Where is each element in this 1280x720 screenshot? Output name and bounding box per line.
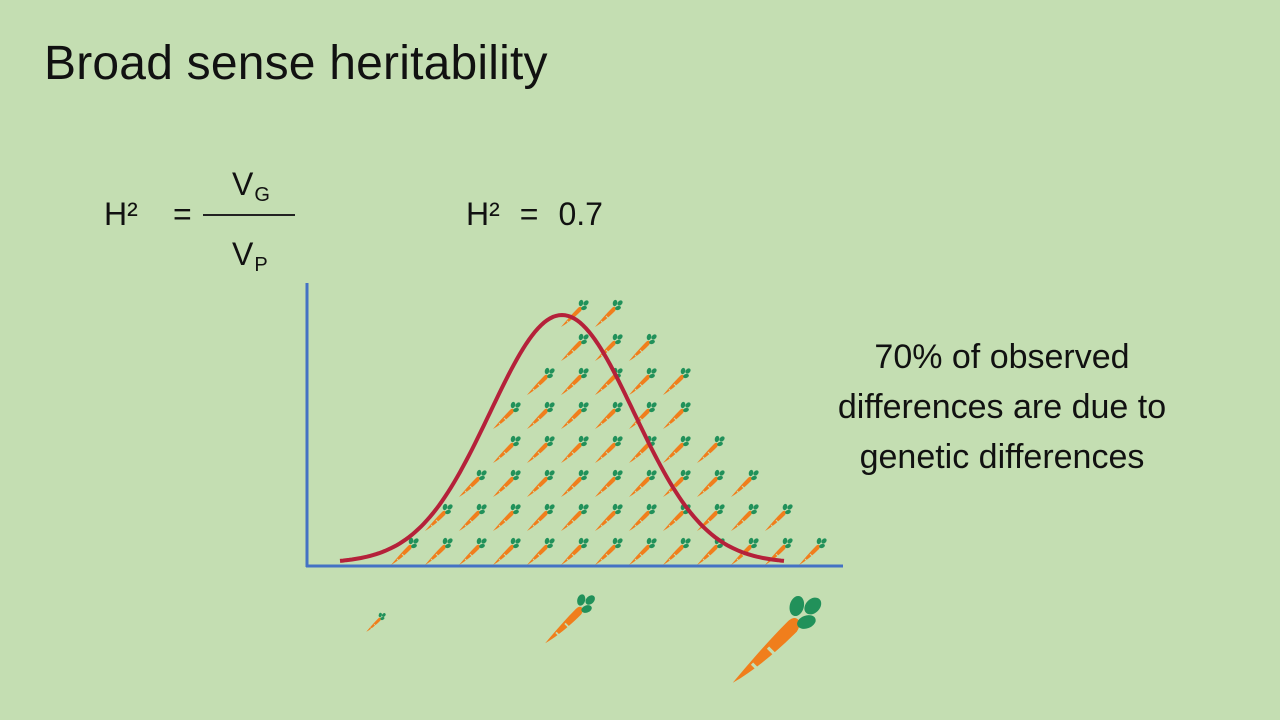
- carrot-icon: [458, 468, 489, 498]
- value-equals: =: [519, 196, 539, 232]
- carrot-icon: [526, 400, 557, 430]
- value-lhs: H²: [466, 196, 500, 232]
- carrot-icon: [526, 434, 557, 464]
- small-carrot-icon: [365, 612, 387, 633]
- fraction-bar: [203, 214, 295, 216]
- carrot-icon: [458, 536, 489, 566]
- carrot-icon: [560, 332, 591, 362]
- carrot-icon: [662, 434, 693, 464]
- carrot-icon: [560, 400, 591, 430]
- formula-equals: =: [173, 196, 192, 232]
- medium-carrot-icon: [544, 592, 598, 645]
- carrot-icon: [492, 434, 523, 464]
- formula-denominator: VP: [232, 236, 268, 276]
- carrot-icon: [526, 366, 557, 396]
- value-number: 0.7: [558, 196, 603, 232]
- caption-line-1: 70% of observed: [874, 338, 1130, 376]
- carrot-icon: [662, 400, 693, 430]
- carrot-icon: [764, 502, 795, 532]
- carrot-icon: [628, 332, 659, 362]
- carrot-icon: [526, 502, 557, 532]
- carrot-icon: [798, 536, 829, 566]
- formula-numerator: VG: [232, 166, 270, 206]
- carrot-icon: [594, 536, 625, 566]
- carrot-icon: [560, 468, 591, 498]
- denominator-symbol: V: [232, 236, 254, 272]
- carrot-icon: [628, 536, 659, 566]
- carrot-icon: [492, 536, 523, 566]
- carrot-icon: [424, 536, 455, 566]
- carrot-icon: [492, 468, 523, 498]
- heritability-value: H² = 0.7: [466, 196, 603, 233]
- carrot-icon: [628, 468, 659, 498]
- numerator-symbol: V: [232, 166, 254, 202]
- formula-lhs: H²: [104, 196, 138, 232]
- caption-line-3: genetic differences: [859, 438, 1145, 476]
- carrot-grid: [390, 298, 829, 566]
- numerator-subscript: G: [254, 184, 270, 206]
- carrot-icon: [662, 366, 693, 396]
- carrot-icon: [662, 536, 693, 566]
- carrot-icon: [696, 434, 727, 464]
- carrot-icon: [594, 502, 625, 532]
- carrot-icon: [492, 400, 523, 430]
- caption: 70% of observed differences are due to g…: [800, 332, 1204, 482]
- carrot-icon: [594, 298, 625, 328]
- carrot-icon: [560, 536, 591, 566]
- carrot-icon: [526, 536, 557, 566]
- carrot-icon: [560, 434, 591, 464]
- carrot-icon: [730, 468, 761, 498]
- carrot-icon: [560, 502, 591, 532]
- caption-line-2: differences are due to: [837, 388, 1167, 426]
- carrot-icon: [492, 502, 523, 532]
- carrot-icon: [526, 468, 557, 498]
- carrot-icon: [560, 298, 591, 328]
- large-carrot-icon: [731, 592, 827, 685]
- carrot-icon: [696, 468, 727, 498]
- carrot-icon: [594, 434, 625, 464]
- carrot-icon: [458, 502, 489, 532]
- carrot-icon: [730, 502, 761, 532]
- page-title: Broad sense heritability: [44, 37, 548, 90]
- carrot-icon: [594, 400, 625, 430]
- carrot-icon: [594, 468, 625, 498]
- carrot-icon: [560, 366, 591, 396]
- carrot-icon: [628, 366, 659, 396]
- normal-curve: [339, 312, 785, 563]
- denominator-subscript: P: [254, 254, 268, 276]
- carrot-icon: [628, 502, 659, 532]
